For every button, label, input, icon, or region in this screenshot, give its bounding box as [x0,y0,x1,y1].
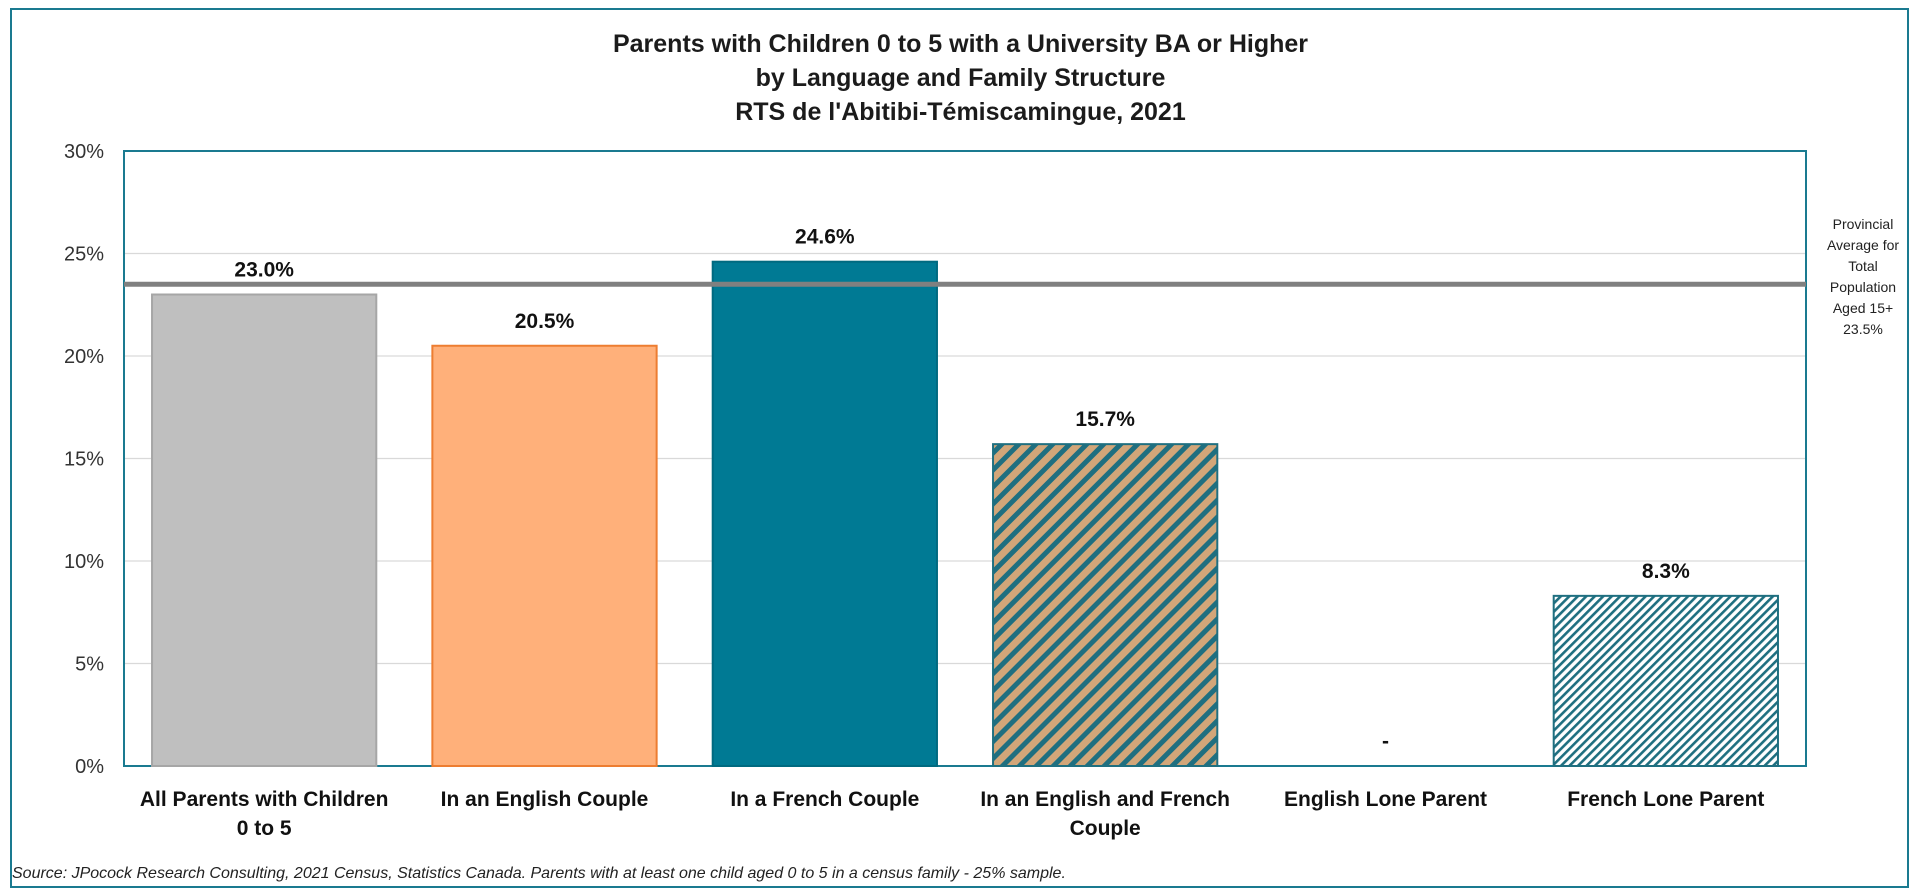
reference-line-label: Aged 15+ [1833,300,1893,316]
chart-subtitle-location: RTS de l'Abitibi-Témiscamingue, 2021 [735,98,1186,126]
x-tick-label: Couple [1070,817,1141,840]
source-note: Source: JPocock Research Consulting, 202… [12,865,1066,882]
plot-area-border [123,150,1807,767]
reference-line-label: Provincial [1833,216,1894,232]
reference-line-label: 23.5% [1843,321,1883,337]
y-tick-label: 30% [64,141,104,163]
x-tick-label: English Lone Parent [1284,788,1487,811]
y-tick-label: 20% [64,346,104,368]
x-tick-label: All Parents with Children [140,788,389,811]
bar [431,344,658,767]
x-tick-label: In an English and French [980,788,1230,811]
bars [151,260,1779,767]
data-label: 20.5% [515,310,575,333]
reference-line-label: Average for [1827,237,1899,253]
data-labels: 23.0% 20.5% 24.6% 15.7% - 8.3% [234,226,1690,753]
data-label: 15.7% [1075,408,1135,431]
reference-line-group: Provincial Average for Total Population Aged… [124,216,1899,337]
bar [151,293,378,767]
chart-title: Parents with Children 0 to 5 with a Univ… [612,30,1309,58]
bar [711,260,938,767]
x-tick-label: In an English Couple [441,788,649,811]
x-tick-label: 0 to 5 [237,817,292,840]
data-label: 23.0% [234,259,294,282]
x-tick-label: In a French Couple [730,788,919,811]
reference-line-label: Total [1848,258,1878,274]
y-tick-label: 0% [75,756,104,778]
y-axis-ticks: 0% 5% 10% 15% 20% 25% 30% [64,141,104,778]
x-tick-label: French Lone Parent [1567,788,1764,811]
y-tick-label: 5% [75,654,104,676]
chart-subtitle: by Language and Family Structure [755,64,1166,92]
data-label: - [1382,730,1389,753]
y-tick-label: 10% [64,551,104,573]
data-label: 8.3% [1642,560,1690,583]
y-tick-label: 15% [64,449,104,471]
y-tick-label: 25% [64,244,104,266]
data-label: 24.6% [795,226,855,249]
gridlines [124,252,1806,665]
bar [992,443,1219,767]
x-axis-labels: All Parents with Children 0 to 5 In an Eng… [140,788,1765,840]
reference-line-label: Population [1830,279,1896,295]
bar [1552,594,1779,767]
